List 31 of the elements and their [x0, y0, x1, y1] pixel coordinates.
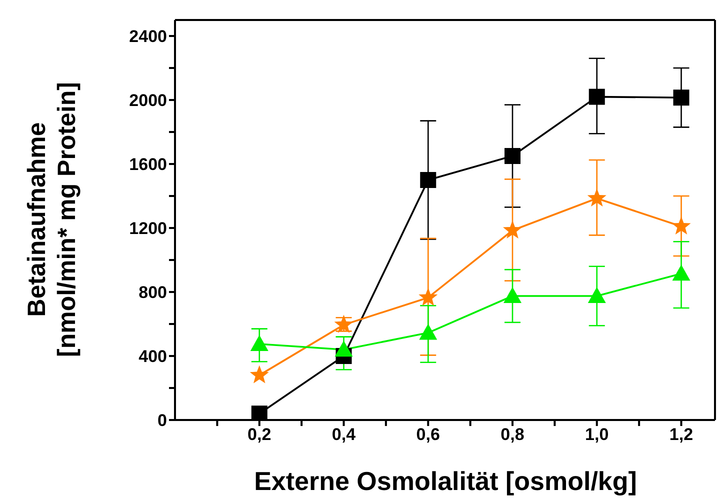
x-tick-label: 0,8: [500, 425, 524, 444]
y-axis-title: Betainaufnahme [nmol/min* mg Protein]: [23, 82, 81, 357]
point: [673, 90, 690, 106]
point: [504, 287, 522, 303]
point: [504, 148, 520, 164]
x-tick-label: 1,0: [585, 425, 609, 444]
point: [588, 88, 605, 105]
point: [587, 188, 606, 206]
point: [419, 324, 438, 340]
y-tick-label: 1600: [129, 155, 167, 174]
x-tick-label: 0,6: [416, 425, 440, 444]
point: [250, 365, 269, 384]
point: [251, 406, 268, 420]
x-axis-title: Externe Osmolalität [osmol/kg]: [254, 466, 637, 496]
point: [672, 216, 691, 234]
x-tick-label: 0,2: [248, 425, 272, 444]
x-tick-label: 0,4: [332, 425, 356, 444]
y-tick-label: 2000: [129, 91, 167, 110]
point: [418, 288, 438, 306]
y-tick-label: 400: [138, 347, 167, 366]
point: [672, 264, 690, 281]
point: [334, 340, 353, 357]
y-tick-label: 1200: [129, 219, 167, 238]
x-tick-label: 1,2: [669, 425, 694, 444]
point: [502, 220, 522, 238]
y-tick-label: 800: [138, 283, 167, 302]
point: [420, 172, 436, 188]
point: [588, 287, 606, 303]
point: [250, 335, 268, 351]
y-tick-label: 2400: [129, 27, 167, 46]
y-tick-label: 0: [158, 411, 167, 430]
